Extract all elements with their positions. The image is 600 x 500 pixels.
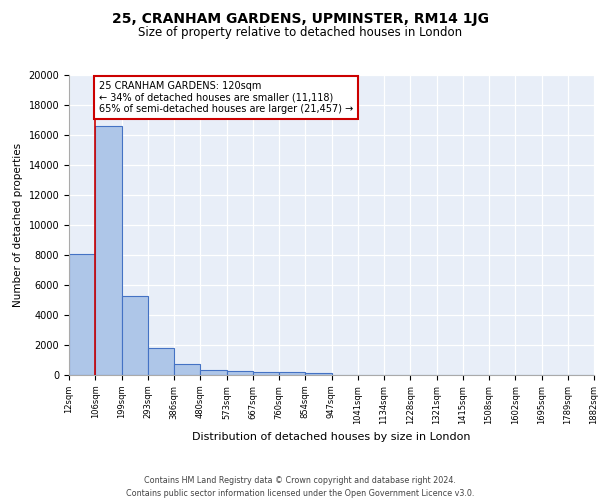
Text: 25 CRANHAM GARDENS: 120sqm
← 34% of detached houses are smaller (11,118)
65% of : 25 CRANHAM GARDENS: 120sqm ← 34% of deta… bbox=[99, 81, 353, 114]
Bar bbox=[95, 126, 121, 375]
Bar bbox=[148, 348, 174, 375]
Bar bbox=[121, 296, 148, 375]
Bar bbox=[200, 370, 227, 375]
Bar bbox=[227, 371, 253, 375]
X-axis label: Distribution of detached houses by size in London: Distribution of detached houses by size … bbox=[192, 432, 471, 442]
Bar bbox=[174, 364, 200, 375]
Text: Contains HM Land Registry data © Crown copyright and database right 2024.
Contai: Contains HM Land Registry data © Crown c… bbox=[126, 476, 474, 498]
Y-axis label: Number of detached properties: Number of detached properties bbox=[13, 143, 23, 307]
Text: Size of property relative to detached houses in London: Size of property relative to detached ho… bbox=[138, 26, 462, 39]
Bar bbox=[279, 372, 305, 375]
Bar bbox=[253, 372, 279, 375]
Bar bbox=[69, 254, 95, 375]
Bar bbox=[305, 373, 331, 375]
Text: 25, CRANHAM GARDENS, UPMINSTER, RM14 1JG: 25, CRANHAM GARDENS, UPMINSTER, RM14 1JG bbox=[112, 12, 488, 26]
